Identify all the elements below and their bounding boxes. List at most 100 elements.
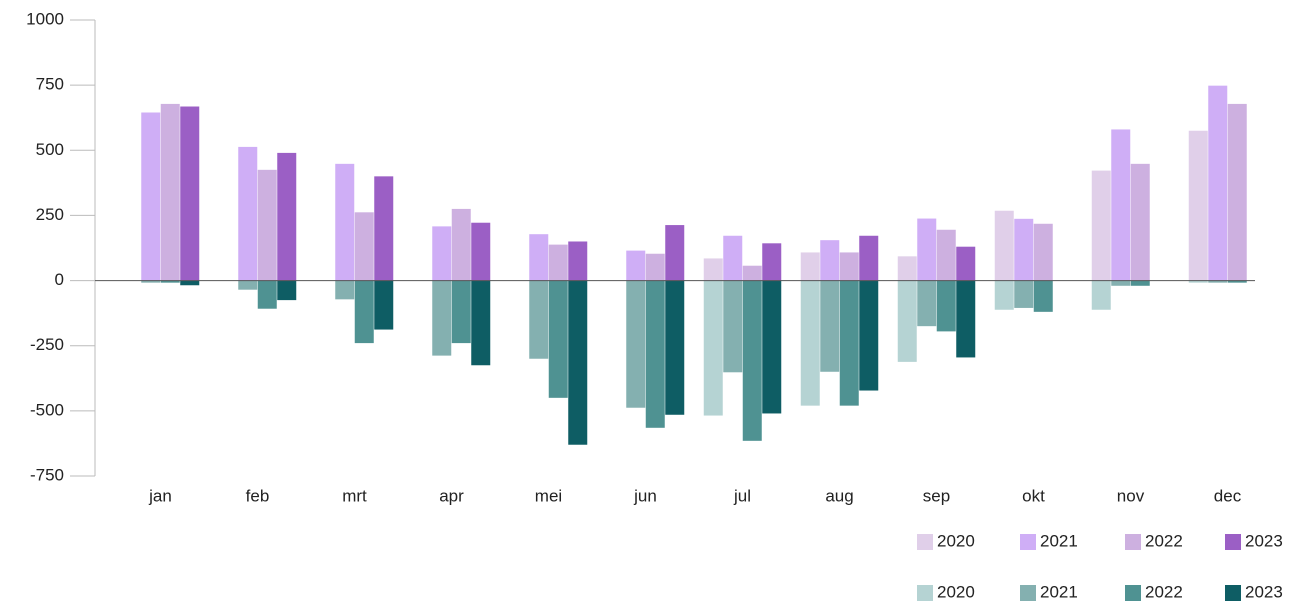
- bar: [1111, 280, 1131, 286]
- legend-swatch: [1225, 534, 1241, 550]
- bar: [645, 280, 665, 428]
- bar: [1091, 280, 1111, 310]
- bar: [238, 280, 258, 290]
- bar: [277, 152, 297, 281]
- bar: [859, 235, 879, 281]
- bar: [354, 280, 374, 344]
- x-tick-label: mei: [535, 486, 562, 505]
- x-tick-label: okt: [1022, 486, 1045, 505]
- bar: [432, 280, 452, 356]
- legend-swatch: [917, 585, 933, 601]
- x-tick-label: jun: [633, 486, 657, 505]
- x-tick-label: sep: [923, 486, 950, 505]
- bar: [374, 280, 394, 330]
- legend-label: 2020: [937, 531, 975, 550]
- bar: [1188, 280, 1208, 283]
- bar: [897, 256, 917, 281]
- x-tick-label: jan: [148, 486, 172, 505]
- bar: [839, 280, 859, 406]
- bar: [820, 280, 840, 372]
- bar: [956, 280, 976, 358]
- x-tick-label: nov: [1117, 486, 1145, 505]
- bar: [548, 280, 568, 398]
- bar: [703, 280, 723, 416]
- bar: [471, 280, 491, 366]
- bar: [141, 112, 161, 281]
- bar: [1227, 103, 1247, 281]
- bar: [645, 253, 665, 281]
- bar: [839, 252, 859, 281]
- legend-label: 2021: [1040, 531, 1078, 550]
- bar: [723, 280, 743, 373]
- bar: [451, 208, 471, 281]
- bar: [956, 246, 976, 281]
- bar: [568, 280, 588, 445]
- bar: [529, 280, 549, 359]
- bar: [936, 280, 956, 332]
- bar: [374, 176, 394, 281]
- bar: [626, 280, 646, 408]
- bar: [180, 280, 200, 286]
- legend-swatch: [917, 534, 933, 550]
- bar: [1091, 170, 1111, 281]
- y-tick-label: -250: [30, 335, 64, 354]
- bar: [800, 252, 820, 281]
- bar: [742, 265, 762, 281]
- bar: [1208, 85, 1228, 281]
- legend-label: 2021: [1040, 582, 1078, 601]
- x-tick-label: apr: [439, 486, 464, 505]
- bar: [257, 280, 277, 309]
- bar: [1033, 223, 1053, 281]
- bar: [529, 234, 549, 281]
- legend-swatch: [1125, 585, 1141, 601]
- bar: [1188, 130, 1208, 281]
- bar: [626, 250, 646, 281]
- legend-label: 2022: [1145, 582, 1183, 601]
- legend-swatch: [1020, 585, 1036, 601]
- bar: [568, 241, 588, 281]
- bar: [335, 163, 355, 281]
- legend-swatch: [1225, 585, 1241, 601]
- legend-swatch: [1125, 534, 1141, 550]
- bar: [917, 218, 937, 281]
- bar: [160, 280, 180, 283]
- x-tick-label: dec: [1214, 486, 1242, 505]
- bar: [800, 280, 820, 406]
- y-tick-label: -500: [30, 400, 64, 419]
- bar: [451, 280, 471, 344]
- bar: [354, 212, 374, 281]
- bar: [548, 244, 568, 281]
- bar: [1208, 280, 1228, 283]
- bar: [665, 280, 685, 415]
- x-tick-label: mrt: [342, 486, 367, 505]
- bar: [277, 280, 297, 301]
- bar: [1130, 163, 1150, 281]
- bar: [257, 169, 277, 281]
- bar: [994, 280, 1014, 310]
- bar: [471, 222, 491, 281]
- x-tick-label: jul: [733, 486, 751, 505]
- bar: [665, 225, 685, 281]
- bar: [1227, 280, 1247, 283]
- bar: [917, 280, 937, 327]
- bar: [762, 243, 782, 281]
- legend-label: 2022: [1145, 531, 1183, 550]
- x-tick-label: aug: [825, 486, 853, 505]
- bar: [1014, 218, 1034, 281]
- bar: [141, 280, 161, 283]
- y-tick-label: 750: [36, 75, 64, 94]
- bar: [723, 235, 743, 281]
- y-tick-label: 500: [36, 140, 64, 159]
- bar: [1014, 280, 1034, 308]
- bar: [1033, 280, 1053, 312]
- bar: [238, 146, 258, 281]
- bar: [703, 258, 723, 281]
- y-tick-label: 250: [36, 205, 64, 224]
- bar: [180, 106, 200, 281]
- bar: [820, 240, 840, 281]
- y-tick-label: 0: [55, 270, 64, 289]
- bar: [335, 280, 355, 300]
- bar: [897, 280, 917, 362]
- legend-label: 2023: [1245, 582, 1283, 601]
